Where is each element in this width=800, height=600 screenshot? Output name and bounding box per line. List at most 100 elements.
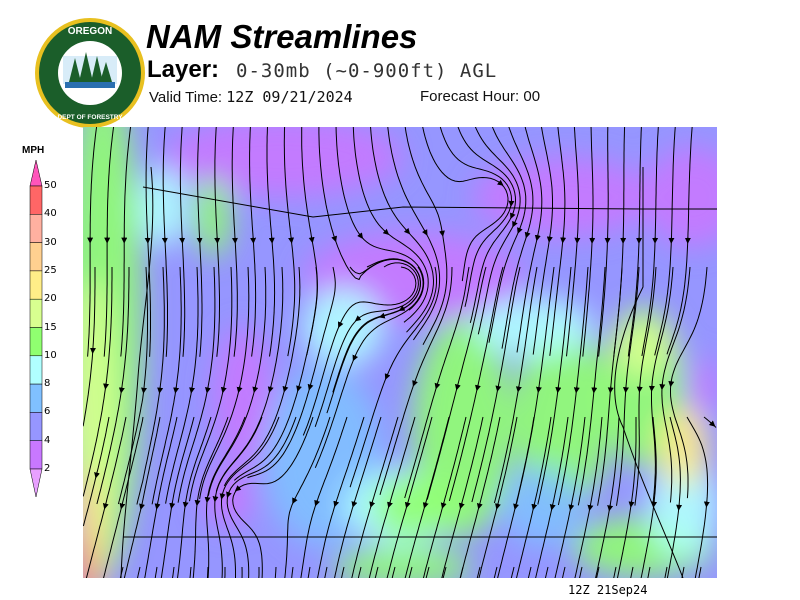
streamline	[698, 566, 702, 578]
streamline	[266, 127, 276, 357]
streamline	[172, 566, 175, 578]
streamline	[501, 127, 534, 349]
streamline	[103, 127, 115, 357]
streamline	[391, 566, 396, 578]
flow-arrow	[103, 382, 110, 390]
page-title: NAM Streamlines	[146, 18, 418, 55]
flow-arrow	[119, 502, 126, 510]
streamline	[493, 266, 538, 504]
legend-swatch	[29, 383, 43, 413]
flow-arrow	[102, 502, 109, 510]
wind-speed-region	[138, 167, 188, 247]
streamline	[630, 566, 634, 578]
flow-arrow	[252, 386, 259, 394]
odf-logo: OREGON DEPT OF FORESTRY	[33, 16, 147, 130]
streamline	[549, 127, 566, 356]
flow-arrow	[204, 496, 211, 504]
flow-arrow	[531, 503, 538, 511]
flow-arrow	[495, 502, 501, 510]
streamline	[537, 266, 572, 505]
forecast-label: Forecast Hour:	[420, 88, 520, 105]
streamline	[224, 567, 226, 578]
flow-arrow	[403, 227, 411, 235]
wind-speed-region	[503, 467, 583, 547]
streamline	[160, 416, 195, 578]
streamline	[274, 566, 277, 578]
streamline	[341, 566, 345, 578]
valid-value: 12Z 09/21/2024	[226, 88, 353, 106]
color-legend	[29, 159, 43, 498]
flow-arrow	[546, 235, 553, 243]
valid-time: Valid Time: 12Z 09/21/2024	[149, 88, 353, 106]
streamline	[425, 566, 430, 578]
streamline	[544, 566, 549, 578]
flow-arrow	[212, 495, 219, 503]
streamline	[291, 566, 294, 578]
state-border	[142, 186, 717, 218]
flow-arrow	[369, 501, 376, 508]
streamline	[144, 416, 178, 578]
wind-speed-region	[658, 407, 708, 487]
streamline-map[interactable]	[83, 127, 717, 578]
legend-swatch	[29, 355, 43, 385]
flow-arrow	[226, 491, 232, 499]
legend-tick-label: 10	[44, 349, 57, 361]
wind-speed-region	[473, 297, 593, 357]
streamline	[83, 416, 110, 527]
flow-arrow	[607, 504, 614, 512]
streamline	[324, 566, 328, 578]
flow-arrow	[422, 501, 429, 509]
streamline	[478, 416, 518, 578]
streamline	[258, 567, 260, 578]
legend-swatch	[29, 327, 43, 357]
streamline	[205, 416, 246, 578]
streamline	[647, 566, 651, 578]
flow-arrow	[378, 312, 386, 319]
svg-text:DEPT OF FORESTRY: DEPT OF FORESTRY	[57, 114, 123, 121]
legend-swatch	[29, 440, 43, 470]
flow-arrow	[351, 500, 358, 508]
streamline	[223, 266, 301, 487]
legend-unit: MPH	[22, 145, 45, 156]
streamline	[404, 127, 448, 345]
flow-arrow	[421, 229, 428, 236]
streamline	[459, 416, 501, 578]
flow-arrow	[331, 235, 338, 243]
legend-tick-label: 4	[44, 434, 51, 446]
flow-arrow	[535, 385, 542, 393]
flow-arrow	[314, 499, 320, 507]
streamline	[681, 566, 685, 578]
flow-arrow	[454, 383, 461, 391]
streamline	[595, 416, 620, 578]
flow-arrow	[440, 502, 447, 509]
flow-arrow	[534, 234, 541, 242]
streamline	[120, 127, 132, 357]
streamline	[471, 266, 521, 503]
flow-arrow	[412, 379, 418, 387]
streamline	[177, 416, 212, 578]
streamline	[566, 127, 579, 357]
legend-swatch	[29, 412, 43, 441]
wind-speed-region	[648, 457, 717, 557]
legend-tick-label: 25	[44, 264, 57, 276]
flow-arrow	[549, 503, 556, 511]
flow-arrow	[517, 227, 523, 234]
forecast-value: 00	[523, 88, 541, 105]
streamline	[233, 266, 318, 481]
flow-arrow	[497, 179, 504, 186]
flow-arrow	[219, 492, 226, 500]
flow-arrow	[510, 212, 516, 220]
legend-top-arrow	[29, 159, 43, 187]
flow-arrow	[234, 485, 242, 492]
streamline	[87, 127, 98, 357]
streamline	[374, 566, 379, 578]
streamline	[616, 417, 637, 578]
flow-arrow	[182, 501, 189, 509]
flow-arrow	[157, 386, 164, 394]
flow-arrow	[555, 386, 562, 394]
flow-arrow	[204, 386, 211, 394]
flow-arrow	[139, 503, 145, 510]
coastline	[120, 166, 154, 578]
wind-speed-region	[303, 287, 383, 367]
streamline	[215, 266, 284, 492]
